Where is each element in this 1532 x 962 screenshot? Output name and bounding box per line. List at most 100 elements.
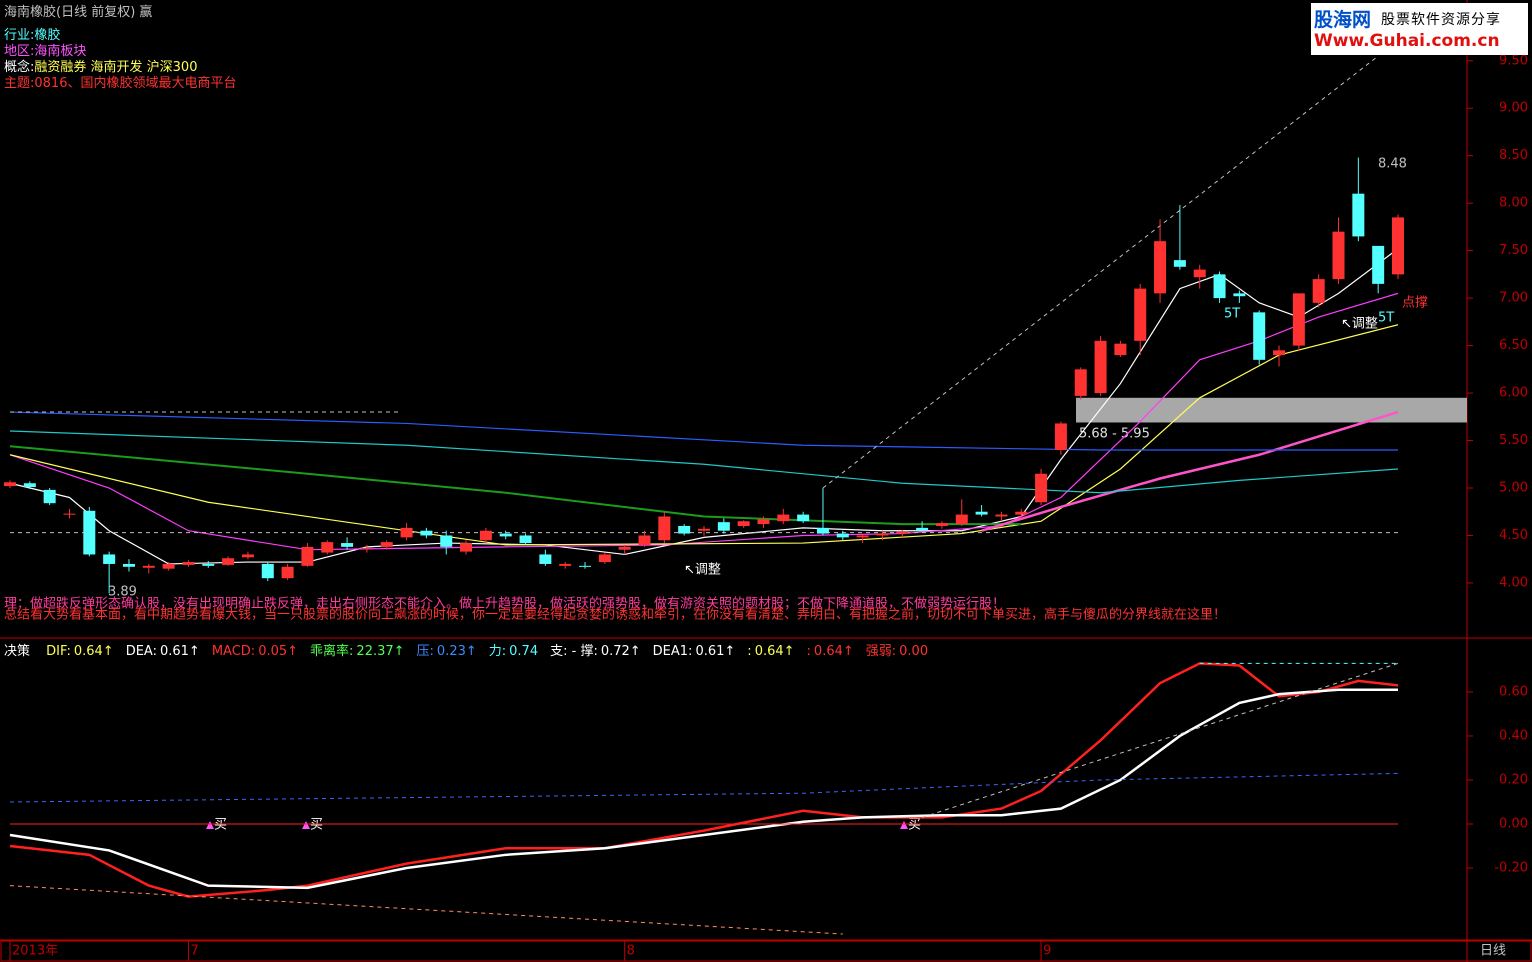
- candle-body: [202, 563, 215, 566]
- candle-body: [1054, 423, 1067, 451]
- readout-value: 0.64↑: [813, 644, 854, 659]
- readout-label: DIF:: [46, 644, 71, 659]
- candle-body: [380, 542, 393, 547]
- wm-site: 股海网: [1314, 9, 1372, 31]
- period-label: 日线: [1480, 944, 1506, 959]
- buy-label: 买: [214, 818, 227, 833]
- info-row: 主题:0816、国内橡胶领域最大电商平台: [4, 76, 236, 92]
- readout-value: 0.61↑: [159, 644, 200, 659]
- candle-body: [400, 527, 413, 538]
- candle-body: [896, 531, 909, 534]
- series-line: [9, 772, 1399, 803]
- candle-body: [955, 514, 968, 525]
- candle-body: [995, 514, 1008, 517]
- info-row: 概念:融资融券 海南开发 沪深300: [4, 60, 197, 76]
- readout-label: DEA:: [125, 644, 157, 659]
- candle-body: [341, 543, 354, 547]
- series-line: [921, 662, 1399, 818]
- info-label: 主题:: [4, 76, 35, 91]
- y-tick-label: 9.50: [1499, 53, 1528, 68]
- readout-label: :: [747, 644, 752, 659]
- readout-value: 0.72↑: [600, 644, 641, 659]
- candle-body: [281, 566, 294, 579]
- zone-band: [1076, 397, 1467, 423]
- candle-body: [1134, 288, 1147, 341]
- x-tick-label: 8: [627, 944, 635, 959]
- y-tick-label: 8.00: [1499, 196, 1528, 211]
- series-line: [822, 55, 1379, 489]
- candle-body: [1372, 245, 1385, 284]
- candle-body: [122, 563, 135, 567]
- y-tick-label: 5.50: [1499, 433, 1528, 448]
- buy-label: 买: [310, 818, 323, 833]
- readout-value: 0.64↑: [754, 644, 795, 659]
- candle-body: [1312, 279, 1325, 303]
- candle-body: [797, 514, 810, 522]
- candle-body: [222, 558, 235, 565]
- candle-body: [1114, 343, 1127, 356]
- title-row: 海南橡胶(日线 前复权) 赢: [4, 5, 152, 21]
- series-line: [981, 410, 1399, 532]
- candle-body: [301, 546, 314, 566]
- badge: 赢: [139, 5, 153, 20]
- candle-body: [836, 533, 849, 538]
- y-tick-label: 6.00: [1499, 386, 1528, 401]
- candle-body: [460, 543, 473, 552]
- candle-body: [1193, 269, 1206, 278]
- candle-body: [737, 521, 750, 526]
- candle-body: [876, 533, 889, 536]
- zone-label: 5.68 - 5.95: [1079, 427, 1150, 442]
- readout-label: 力:: [488, 644, 507, 659]
- wm-url: Www.Guhai.com.cn: [1314, 31, 1500, 51]
- readout-label: 压:: [416, 644, 434, 659]
- candle-body: [360, 547, 373, 549]
- y-tick-label: 0.00: [1499, 817, 1528, 832]
- info-row: 行业:橡胶: [4, 28, 60, 44]
- readout: 支: - 撑: 0.72↑: [550, 644, 641, 659]
- info-label: 行业:: [4, 28, 35, 43]
- readout: 压: 0.23↑: [417, 644, 477, 659]
- candle-body: [935, 523, 948, 526]
- candle-body: [598, 554, 611, 563]
- readout: DEA: 0.61↑: [126, 644, 200, 659]
- candle-body: [420, 530, 433, 536]
- readout-label: 强弱:: [865, 644, 897, 659]
- annotation: ↖调整: [684, 563, 721, 578]
- readout-value: 0.23↑: [436, 644, 477, 659]
- readout: DEA1: 0.61↑: [653, 644, 736, 659]
- candle-body: [103, 554, 116, 564]
- candle-body: [63, 513, 76, 515]
- y-tick-label: 6.50: [1499, 338, 1528, 353]
- candle-body: [162, 563, 175, 569]
- candle-body: [1094, 340, 1107, 394]
- readout-value: 0.64↑: [73, 644, 114, 659]
- info-value: 橡胶: [34, 28, 61, 43]
- candle-body: [816, 527, 829, 534]
- info-value: 0816、国内橡胶领域最大电商平台: [34, 76, 237, 91]
- candle-body: [717, 522, 730, 531]
- y-tick-label: 7.50: [1499, 243, 1528, 258]
- series-line: [9, 430, 1399, 494]
- candle-body: [618, 546, 631, 550]
- candle-body: [1253, 312, 1266, 360]
- buy-marker: [302, 821, 310, 829]
- candle-body: [142, 565, 155, 568]
- readout: 乖离率: 22.37↑: [310, 644, 405, 659]
- y-tick-label: 0.60: [1499, 684, 1528, 699]
- candle-body: [1392, 217, 1404, 275]
- readout: 强弱: 0.00: [866, 644, 928, 659]
- candle-body: [241, 554, 254, 558]
- buy-marker: [206, 821, 214, 829]
- note: 总结看大势看基本面，看中期趋势看爆大钱，当一只股票的股价向上飙涨的时候，你一定是…: [4, 607, 1226, 623]
- series-line: [9, 885, 843, 935]
- info-row: 地区:海南板块: [4, 44, 86, 60]
- readout: 力: 0.74: [489, 644, 538, 659]
- candle-body: [1233, 293, 1246, 297]
- readout-value: 0.00: [899, 644, 929, 659]
- candle-body: [638, 535, 651, 545]
- candle-body: [559, 563, 572, 566]
- y-tick-label: 9.00: [1499, 101, 1528, 116]
- candle-body: [261, 563, 274, 579]
- readout-value: 0.05↑: [258, 644, 299, 659]
